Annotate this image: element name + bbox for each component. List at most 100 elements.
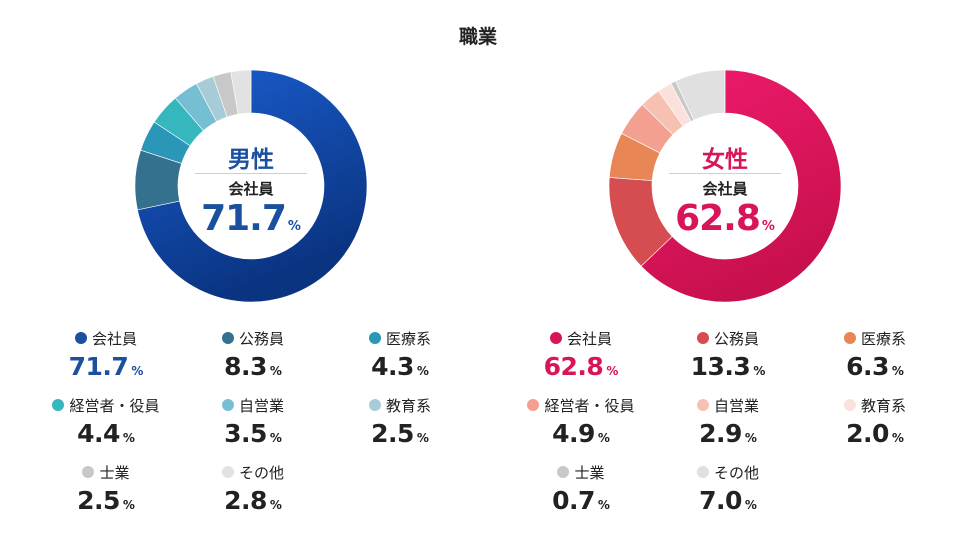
- female-legend-value-medical: 6.3%: [805, 352, 945, 381]
- female-legend-label-licensed-professional: 士業: [511, 462, 651, 482]
- male-legend-item-education: 教育系 2.5%: [330, 395, 470, 461]
- male-legend-label-medical: 医療系: [330, 328, 470, 348]
- male-legend-value-civil-servant: 8.3%: [183, 352, 323, 381]
- male-legend-value-other: 2.8%: [183, 486, 323, 515]
- female-legend-unit-employee: %: [606, 364, 619, 378]
- male-legend-label-self-employed: 自営業: [183, 395, 323, 415]
- female-legend-dot-education: [843, 399, 856, 411]
- male-legend-text-civil-servant: 公務員: [238, 329, 284, 348]
- female-legend-number-self-employed: 2.9: [699, 419, 742, 448]
- male-legend-text-self-employed: 自営業: [238, 396, 284, 415]
- male-legend-unit-civil-servant: %: [269, 364, 282, 378]
- male-legend-dot-self-employed: [221, 399, 234, 411]
- male-donut-chart: 男性 会社員 71.7%: [135, 70, 367, 302]
- female-legend-number-civil-servant: 13.3: [690, 352, 751, 381]
- male-legend-item-civil-servant: 公務員 8.3%: [183, 328, 323, 394]
- male-legend-item-self-employed: 自営業 3.5%: [183, 395, 323, 461]
- female-legend-dot-medical: [843, 332, 856, 344]
- male-legend-unit-licensed-professional: %: [122, 498, 135, 512]
- male-legend-dot-employee: [74, 332, 87, 344]
- male-legend-text-licensed-professional: 士業: [99, 463, 130, 482]
- female-legend-item-self-employed: 自営業 2.9%: [658, 395, 798, 461]
- female-legend-dot-licensed-professional: [557, 466, 570, 478]
- male-legend-dot-licensed-professional: [82, 466, 95, 478]
- female-legend-unit-civil-servant: %: [753, 364, 766, 378]
- female-legend-dot-civil-servant: [696, 332, 709, 344]
- male-legend-number-self-employed: 3.5: [224, 419, 267, 448]
- male-legend-label-licensed-professional: 士業: [36, 462, 176, 482]
- male-legend-label-executive: 経営者・役員: [36, 395, 176, 415]
- male-legend-number-executive: 4.4: [77, 419, 120, 448]
- male-legend-text-medical: 医療系: [385, 329, 431, 348]
- male-legend-label-employee: 会社員: [36, 328, 176, 348]
- female-legend-label-employee: 会社員: [511, 328, 651, 348]
- female-legend-value-self-employed: 2.9%: [658, 419, 798, 448]
- female-legend-number-education: 2.0: [846, 419, 889, 448]
- female-legend-item-licensed-professional: 士業 0.7%: [511, 462, 651, 528]
- male-legend-text-executive: 経営者・役員: [69, 396, 160, 415]
- female-legend-label-executive: 経営者・役員: [511, 395, 651, 415]
- female-legend-value-licensed-professional: 0.7%: [511, 486, 651, 515]
- female-legend-item-employee: 会社員 62.8%: [511, 328, 651, 394]
- female-legend-number-executive: 4.9: [552, 419, 595, 448]
- male-legend-text-employee: 会社員: [91, 329, 137, 348]
- male-legend-item-executive: 経営者・役員 4.4%: [36, 395, 176, 461]
- male-legend-label-education: 教育系: [330, 395, 470, 415]
- female-legend-label-other: その他: [658, 462, 798, 482]
- male-legend-value-executive: 4.4%: [36, 419, 176, 448]
- female-donut-hole: [652, 113, 798, 259]
- male-legend-value-education: 2.5%: [330, 419, 470, 448]
- male-legend-dot-education: [368, 399, 381, 411]
- female-legend-text-civil-servant: 公務員: [713, 329, 759, 348]
- female-legend-dot-self-employed: [696, 399, 709, 411]
- female-legend-text-self-employed: 自営業: [713, 396, 759, 415]
- male-legend-item-other: その他 2.8%: [183, 462, 323, 528]
- male-legend-unit-employee: %: [131, 364, 144, 378]
- female-legend-text-medical: 医療系: [860, 329, 906, 348]
- male-legend-item-medical: 医療系 4.3%: [330, 328, 470, 394]
- male-legend-value-medical: 4.3%: [330, 352, 470, 381]
- male-legend-dot-civil-servant: [221, 332, 234, 344]
- male-legend-unit-medical: %: [416, 364, 429, 378]
- female-legend-number-licensed-professional: 0.7: [552, 486, 595, 515]
- male-legend-item-employee: 会社員 71.7%: [36, 328, 176, 394]
- female-legend-text-other: その他: [713, 463, 759, 482]
- male-donut-svg: [135, 70, 367, 302]
- male-legend-label-other: その他: [183, 462, 323, 482]
- female-legend-value-employee: 62.8%: [511, 352, 651, 381]
- female-legend-dot-employee: [549, 332, 562, 344]
- female-legend-unit-licensed-professional: %: [597, 498, 610, 512]
- female-legend-unit-medical: %: [891, 364, 904, 378]
- female-legend-label-civil-servant: 公務員: [658, 328, 798, 348]
- male-legend-dot-executive: [52, 399, 65, 411]
- male-legend-dot-medical: [368, 332, 381, 344]
- male-legend-unit-executive: %: [122, 431, 135, 445]
- female-legend-item-executive: 経営者・役員 4.9%: [511, 395, 651, 461]
- female-legend-unit-education: %: [891, 431, 904, 445]
- male-legend-unit-education: %: [416, 431, 429, 445]
- female-legend-value-civil-servant: 13.3%: [658, 352, 798, 381]
- female-legend-text-licensed-professional: 士業: [574, 463, 605, 482]
- male-legend-value-licensed-professional: 2.5%: [36, 486, 176, 515]
- male-legend-number-medical: 4.3: [371, 352, 414, 381]
- female-legend-number-other: 7.0: [699, 486, 742, 515]
- male-legend-text-other: その他: [238, 463, 284, 482]
- male-legend-text-education: 教育系: [385, 396, 431, 415]
- female-legend-unit-self-employed: %: [744, 431, 757, 445]
- female-legend-item-civil-servant: 公務員 13.3%: [658, 328, 798, 394]
- male-legend-dot-other: [221, 466, 234, 478]
- female-legend-label-self-employed: 自営業: [658, 395, 798, 415]
- female-legend-value-education: 2.0%: [805, 419, 945, 448]
- male-legend-value-employee: 71.7%: [36, 352, 176, 381]
- female-legend-dot-executive: [527, 399, 540, 411]
- female-donut-chart: 女性 会社員 62.8%: [609, 70, 841, 302]
- female-legend-text-executive: 経営者・役員: [544, 396, 635, 415]
- male-legend-label-civil-servant: 公務員: [183, 328, 323, 348]
- female-legend-item-medical: 医療系 6.3%: [805, 328, 945, 394]
- female-legend-item-other: その他 7.0%: [658, 462, 798, 528]
- male-donut-hole: [178, 113, 324, 259]
- female-legend-number-employee: 62.8: [543, 352, 604, 381]
- male-legend-value-self-employed: 3.5%: [183, 419, 323, 448]
- female-legend-unit-other: %: [744, 498, 757, 512]
- female-donut-svg: [609, 70, 841, 302]
